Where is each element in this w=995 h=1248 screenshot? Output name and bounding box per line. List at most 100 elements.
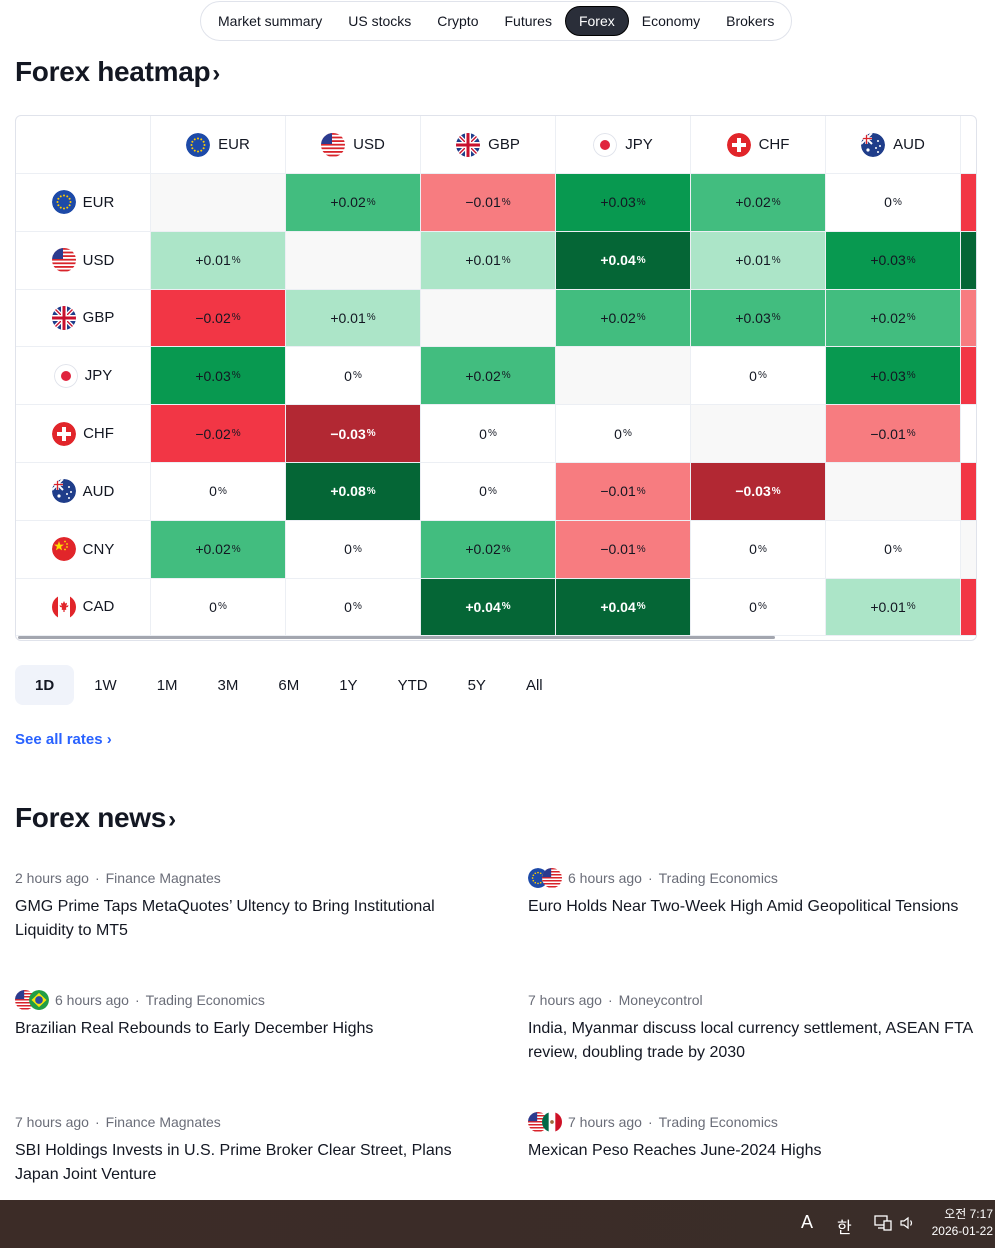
heatmap-cell[interactable]: +0.03% [691,289,826,348]
column-header-gbp[interactable]: GBP [421,116,556,174]
news-headline[interactable]: Brazilian Real Rebounds to Early Decembe… [15,1020,374,1037]
row-header-jpy[interactable]: JPY [16,347,151,406]
heatmap-cell[interactable]: +0.01% [826,578,961,637]
heatmap-cell[interactable] [421,289,556,348]
horizontal-scrollbar[interactable] [18,636,775,639]
forex-heatmap-title[interactable]: Forex heatmap› [15,56,220,88]
heatmap-cell[interactable]: 0% [421,462,556,521]
heatmap-cell[interactable]: −0.01% [421,174,556,232]
heatmap-cell[interactable]: +0.02% [826,289,961,348]
tab-futures[interactable]: Futures [504,13,552,29]
heatmap-cell[interactable]: −0.03% [286,405,421,463]
news-headline[interactable]: India, Myanmar discuss local currency se… [528,1020,973,1061]
heatmap-cell[interactable] [826,462,961,521]
range-5y-button[interactable]: 5Y [467,676,486,694]
heatmap-cell[interactable]: +0.02% [421,347,556,406]
heatmap-cell[interactable]: −0.01% [556,520,691,579]
heatmap-cell[interactable]: +0.03% [556,174,691,232]
heatmap-cell[interactable]: 0% [286,347,421,406]
heatmap-cell[interactable]: +0.04% [556,231,691,290]
row-header-cad[interactable]: CAD [16,578,151,637]
news-headline[interactable]: SBI Holdings Invests in U.S. Prime Broke… [15,1142,452,1183]
heatmap-cell[interactable]: −0.02% [151,289,286,348]
heatmap-cell[interactable] [691,405,826,463]
see-all-rates-link[interactable]: See all rates › [15,731,112,748]
column-header-jpy[interactable]: JPY [556,116,691,174]
range-3m-button[interactable]: 3M [217,676,239,694]
range-6m-button[interactable]: 6M [278,676,300,694]
heatmap-cell[interactable]: +0.02% [286,174,421,232]
heatmap-cell[interactable]: +0.02% [691,174,826,232]
news-item[interactable]: 7 hours ago · Trading Economics Mexican Pes… [528,1112,988,1163]
volume-icon[interactable] [899,1215,917,1236]
column-header-usd[interactable]: USD [286,116,421,174]
cell-value: +0.03 [600,194,636,211]
row-header-gbp[interactable]: GBP [16,289,151,348]
range-1m-button[interactable]: 1M [156,676,178,694]
heatmap-cell[interactable]: 0% [691,578,826,637]
news-item[interactable]: 6 hours ago · Trading Economics Euro Holds … [528,868,988,919]
heatmap-cell[interactable]: 0% [151,578,286,637]
tab-brokers[interactable]: Brokers [726,13,775,29]
heatmap-cell[interactable]: +0.01% [691,231,826,290]
heatmap-cell[interactable]: +0.04% [556,578,691,637]
heatmap-cell[interactable] [556,347,691,406]
heatmap-cell[interactable]: 0% [286,578,421,637]
heatmap-cell[interactable]: −0.01% [826,405,961,463]
heatmap-cell[interactable]: +0.01% [151,231,286,290]
network-icon[interactable] [874,1215,892,1236]
ime-mode-indicator[interactable]: A [801,1212,814,1232]
row-header-chf[interactable]: CHF [16,405,151,463]
row-header-aud[interactable]: AUD [16,462,151,521]
heatmap-cell[interactable]: +0.03% [151,347,286,406]
range-1y-button[interactable]: 1Y [339,676,358,694]
forex-news-title[interactable]: Forex news› [15,802,176,834]
range-all-button[interactable]: All [525,676,543,694]
tab-economy[interactable]: Economy [641,13,701,29]
tab-forex[interactable]: Forex [564,6,629,36]
news-headline[interactable]: Mexican Peso Reaches June-2024 Highs [528,1142,822,1159]
news-item[interactable]: 6 hours ago · Trading Economics Brazilian R… [15,990,475,1041]
news-item[interactable]: 7 hours ago · Moneycontrol India, Myanmar d… [528,990,988,1065]
system-clock[interactable]: 오전 7:17 2026-01-22 [925,1206,995,1240]
range-1d-button[interactable]: 1D [15,665,75,705]
heatmap-cell[interactable] [151,174,286,232]
column-header-aud[interactable]: AUD [826,116,961,174]
news-headline[interactable]: GMG Prime Taps MetaQuotes’ Ultency to Br… [15,898,435,939]
heatmap-cell[interactable]: +0.01% [421,231,556,290]
heatmap-cell[interactable]: +0.02% [421,520,556,579]
heatmap-cell[interactable] [286,231,421,290]
news-item[interactable]: 7 hours ago · Finance Magnates SBI Holdings… [15,1112,475,1187]
heatmap-cell[interactable]: +0.04% [421,578,556,637]
heatmap-cell[interactable]: 0% [421,405,556,463]
heatmap-cell[interactable]: +0.02% [556,289,691,348]
heatmap-cell[interactable]: −0.03% [691,462,826,521]
heatmap-cell[interactable]: +0.03% [826,347,961,406]
tab-crypto[interactable]: Crypto [437,13,479,29]
row-header-cny[interactable]: CNY [16,520,151,579]
column-header-chf[interactable]: CHF [691,116,826,174]
range-1w-button[interactable]: 1W [94,676,117,694]
row-header-eur[interactable]: EUR [16,174,151,232]
heatmap-cell[interactable]: +0.08% [286,462,421,521]
column-header-eur[interactable]: EUR [151,116,286,174]
heatmap-cell[interactable]: +0.02% [151,520,286,579]
heatmap-cell[interactable]: −0.02% [151,405,286,463]
heatmap-cell[interactable]: 0% [691,520,826,579]
ime-hangul-indicator[interactable]: 한 [837,1220,852,1237]
news-headline[interactable]: Euro Holds Near Two-Week High Amid Geopo… [528,898,959,915]
heatmap-cell[interactable]: 0% [691,347,826,406]
heatmap-cell[interactable]: −0.01% [556,462,691,521]
tab-us-stocks[interactable]: US stocks [348,13,412,29]
heatmap-cell[interactable]: 0% [286,520,421,579]
range-ytd-button[interactable]: YTD [397,676,428,694]
heatmap-cell[interactable]: 0% [556,405,691,463]
heatmap-cell[interactable]: 0% [151,462,286,521]
row-header-usd[interactable]: USD [16,231,151,290]
heatmap-cell[interactable]: +0.01% [286,289,421,348]
tab-market-summary[interactable]: Market summary [218,13,323,29]
heatmap-cell[interactable]: 0% [826,174,961,232]
news-item[interactable]: 2 hours ago · Finance Magnates GMG Prime Ta… [15,868,475,943]
heatmap-cell[interactable]: +0.03% [826,231,961,290]
heatmap-cell[interactable]: 0% [826,520,961,579]
